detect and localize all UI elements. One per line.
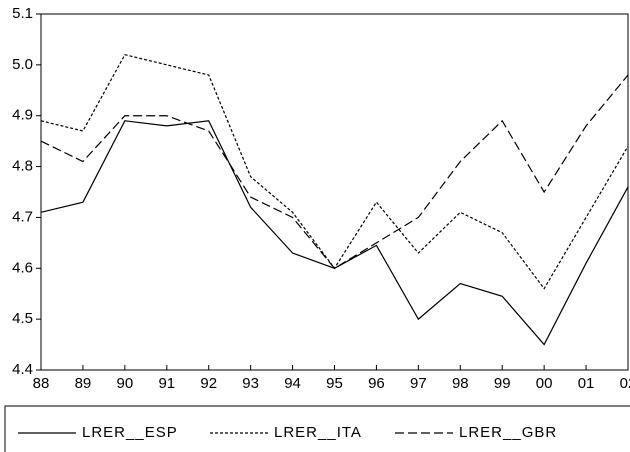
series-line [40,53,629,290]
x-tick-label: 90 [117,375,134,392]
x-tick-label: 96 [368,375,385,392]
x-tick-label: 89 [75,375,92,392]
legend-label: LRER__ESP [82,424,178,441]
x-tick-label: 98 [452,375,469,392]
legend-label: LRER__ITA [274,424,362,441]
plot-frame [40,13,629,371]
y-tick-label: 4.7 [12,208,33,225]
y-tick-label: 4.8 [12,158,33,175]
y-tick-label: 5.1 [12,5,33,22]
legend-box [4,405,630,452]
x-tick-label: 93 [242,375,259,392]
y-tick-label: 4.5 [12,310,33,327]
y-tick-label: 4.9 [12,107,33,124]
y-tick-label: 5.0 [12,56,33,73]
x-tick-label: 94 [284,375,301,392]
x-tick-label: 88 [33,375,50,392]
x-tick-label: 99 [494,375,511,392]
series-line [40,120,629,346]
x-tick-label: 02 [620,375,630,392]
y-tick-label: 4.6 [12,259,33,276]
legend-label: LRER__GBR [459,424,557,441]
x-tick-label: 92 [200,375,217,392]
y-tick-label: 4.4 [12,361,33,378]
x-tick-label: 95 [326,375,343,392]
x-tick-label: 00 [536,375,553,392]
x-tick-label: 97 [410,375,427,392]
x-tick-label: 01 [578,375,595,392]
x-tick-label: 91 [158,375,175,392]
series-line [40,74,629,270]
